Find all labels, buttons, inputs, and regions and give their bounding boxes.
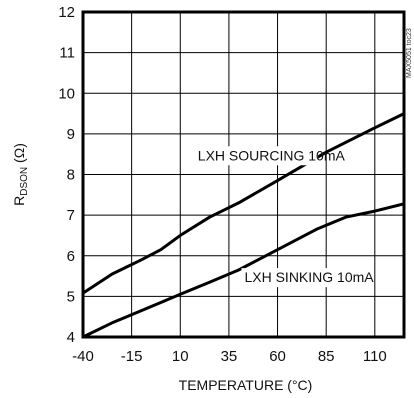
y-tick-label: 6 (67, 248, 75, 265)
y-axis-title-subscript: DSON (19, 167, 30, 196)
series-lines (82, 112, 405, 339)
series-line-sinking (82, 202, 405, 339)
x-tick-label: 35 (221, 348, 238, 365)
x-tick-label: 60 (269, 348, 286, 365)
y-tick-label: 7 (67, 207, 75, 224)
y-axis-title-main: R (11, 196, 27, 206)
series-label-background (241, 268, 358, 288)
y-tick-label: 12 (58, 4, 75, 21)
y-tick-label: 10 (58, 85, 75, 102)
x-tick-label: 85 (318, 348, 335, 365)
plot-frame (81, 10, 406, 339)
y-axis-title: RDSON (Ω) (11, 143, 30, 206)
x-tick-label: 110 (363, 348, 387, 365)
series-label-sourcing: LXH SOURCING 10mA (198, 147, 346, 163)
x-tick-label: 10 (172, 348, 189, 365)
x-tick-label: -40 (72, 348, 94, 365)
series-label-background (194, 146, 319, 166)
y-tick-label: 8 (67, 167, 75, 184)
x-tick-labels: -40 -15 10 35 60 85 110 (72, 348, 387, 365)
y-tick-label: 9 (67, 126, 75, 143)
series-line-sourcing (82, 112, 405, 295)
grid (82, 11, 404, 338)
figure-code: MAX5051 toc23 (406, 28, 413, 78)
x-tick-label: -15 (121, 348, 143, 365)
y-tick-labels: 4 5 6 7 8 9 10 11 12 (58, 4, 75, 346)
x-axis-title: TEMPERATURE (°C) (179, 377, 313, 393)
y-tick-label: 5 (67, 288, 75, 305)
y-tick-label: 4 (67, 329, 75, 346)
y-axis-title-unit: (Ω) (11, 143, 27, 167)
y-tick-label: 11 (59, 45, 75, 62)
series-labels: LXH SOURCING 10mA LXH SINKING 10mA (194, 146, 374, 288)
series-label-sinking: LXH SINKING 10mA (244, 269, 374, 285)
